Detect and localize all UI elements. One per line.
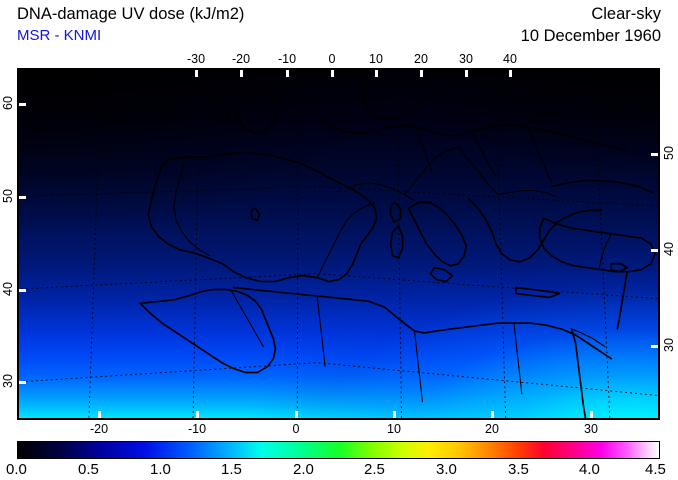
colorbar-tick-label: 0.5 (78, 461, 99, 478)
tick-bottom (196, 411, 199, 418)
tick-top (375, 70, 378, 77)
axis-label-top: 10 (369, 52, 383, 66)
tick-left (19, 103, 26, 106)
axis-label-bottom: 0 (292, 422, 300, 436)
axis-label-left: 30 (0, 374, 15, 388)
tick-left (19, 196, 26, 199)
colorbar-tick-label: 2.5 (364, 461, 385, 478)
axis-label-top: 30 (459, 52, 473, 66)
coastlines (139, 70, 656, 418)
colorbar-tick-label: 4.5 (645, 461, 666, 478)
subtitle-institution: MSR - KNMI (17, 27, 102, 44)
tick-top (509, 70, 512, 77)
axis-label-left: 40 (0, 282, 15, 296)
colorbar-gradient (17, 441, 660, 459)
axis-label-bottom: 30 (584, 422, 598, 436)
sky-condition-label: Clear-sky (591, 5, 661, 23)
axis-label-top: -10 (277, 52, 297, 66)
colorbar-tick-label: 3.5 (508, 461, 529, 478)
map-plot-area (17, 68, 660, 420)
tick-top (240, 70, 243, 77)
tick-top (465, 70, 468, 77)
uv-dose-heatmap-field (19, 70, 658, 418)
colorbar-tick-label: 1.0 (150, 461, 171, 478)
tick-top (195, 70, 198, 77)
axis-label-bottom: 20 (485, 422, 499, 436)
map-overlay (19, 70, 658, 418)
axis-label-right: 30 (661, 338, 676, 352)
tick-bottom (98, 411, 101, 418)
heatmap-northeast-minimum (19, 70, 658, 418)
tick-bottom (491, 411, 494, 418)
axis-label-top: 0 (328, 52, 336, 66)
colorbar-tick-label: 3.0 (436, 461, 457, 478)
tick-bottom (393, 411, 396, 418)
tick-right (651, 345, 658, 348)
axis-label-bottom: 10 (387, 422, 401, 436)
colorbar-tick-label: 4.0 (579, 461, 600, 478)
tick-left (19, 289, 26, 292)
axis-label-top: -20 (231, 52, 251, 66)
tick-bottom (295, 411, 298, 418)
tick-top (420, 70, 423, 77)
axis-label-right: 50 (661, 146, 676, 160)
axis-label-bottom: -20 (89, 422, 109, 436)
country-borders (173, 127, 612, 403)
colorbar (17, 441, 660, 459)
colorbar-tick-label: 0.0 (6, 461, 27, 478)
tick-top (331, 70, 334, 77)
axis-label-top: 20 (414, 52, 428, 66)
colorbar-tick-label: 2.0 (293, 461, 314, 478)
graticule-lines (19, 70, 658, 418)
axis-label-top: -30 (186, 52, 206, 66)
tick-bottom (590, 411, 593, 418)
tick-top (286, 70, 289, 77)
date-label: 10 December 1960 (520, 27, 661, 45)
tick-right (651, 249, 658, 252)
colorbar-tick-label: 1.5 (221, 461, 242, 478)
tick-left (19, 381, 26, 384)
page-title: DNA-damage UV dose (kJ/m2) (17, 5, 245, 23)
axis-label-left: 60 (0, 96, 15, 110)
axis-label-top: 40 (503, 52, 517, 66)
axis-label-bottom: -10 (187, 422, 207, 436)
axis-label-left: 50 (0, 189, 15, 203)
axis-label-right: 40 (661, 242, 676, 256)
tick-right (651, 153, 658, 156)
